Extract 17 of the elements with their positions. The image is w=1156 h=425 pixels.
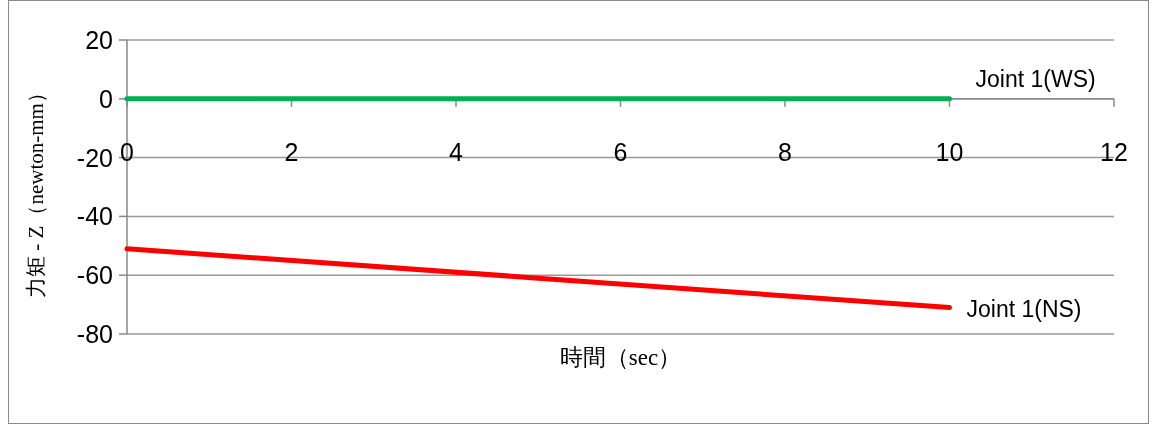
x-tick-label: 0 [120,137,134,166]
x-tick-label: 10 [935,137,964,166]
y-tick-label: -60 [76,261,113,290]
x-tick-label: 6 [613,137,628,166]
y-tick-label: 20 [85,26,113,54]
x-axis-title: 時間（sec） [559,345,682,370]
y-axis-title: 力矩 - Z（newton-mm） [24,82,48,298]
y-tick-label: -20 [76,143,113,172]
x-tick-label: 4 [449,137,464,166]
y-tick-label: 0 [99,84,113,113]
x-tick-label: 2 [284,137,299,166]
x-tick-label: 8 [778,137,792,166]
y-tick-label: -80 [76,320,113,348]
x-tick-label: 12 [1100,137,1128,166]
series-label: Joint 1(NS) [966,295,1082,322]
series-label: Joint 1(WS) [975,65,1096,92]
y-tick-label: -40 [76,202,113,231]
